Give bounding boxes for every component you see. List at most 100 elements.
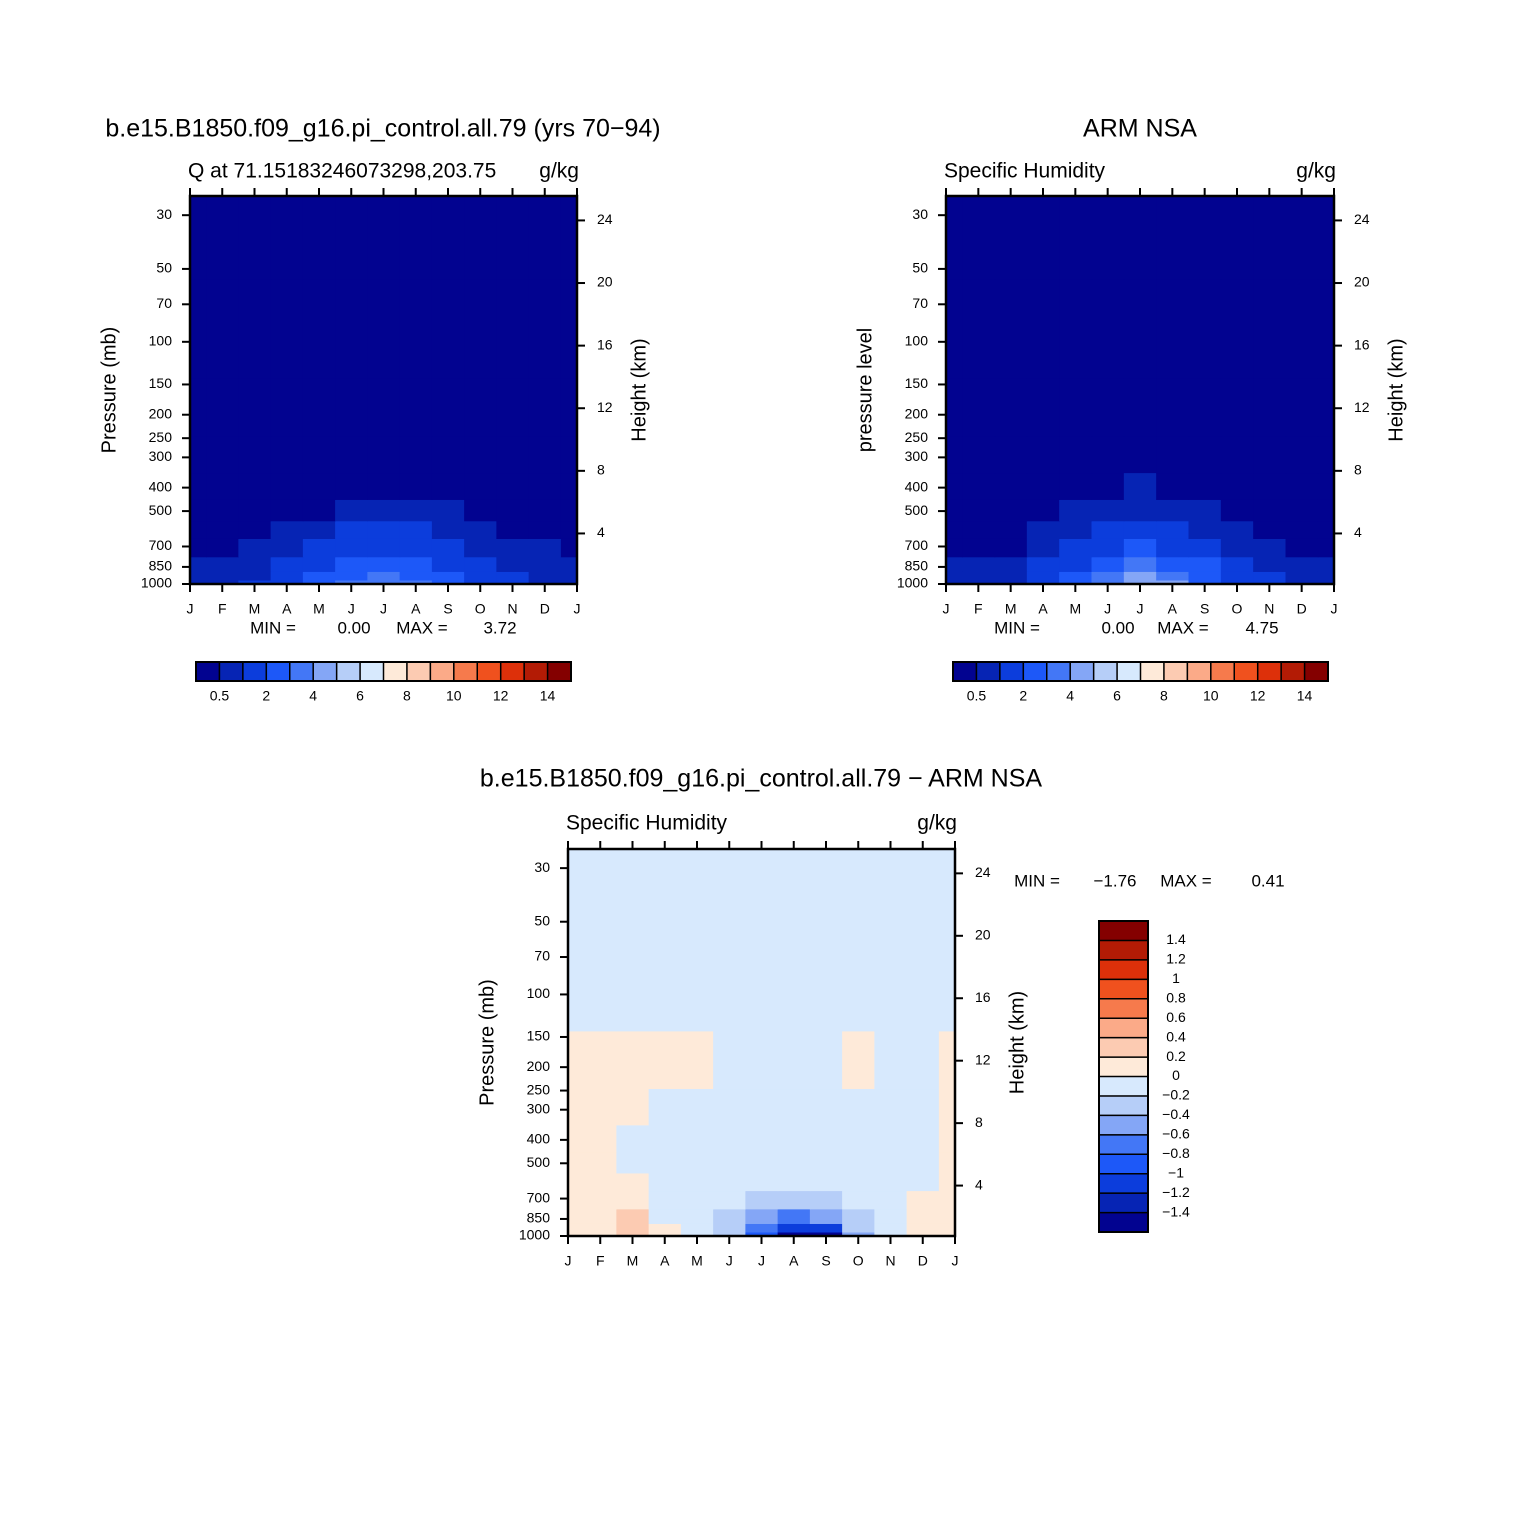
colorbar-frame: [952, 661, 1329, 682]
colorbar-box: [1210, 661, 1235, 682]
subtitle-left: Specific Humidity: [944, 160, 1106, 183]
contour-cell: [809, 1030, 843, 1090]
contour-cell: [1091, 472, 1125, 500]
colorbar-box: [1098, 1037, 1149, 1058]
contour-cell: [809, 1172, 843, 1192]
contour-cell: [528, 472, 562, 500]
colorbar-label: 0.8: [1166, 989, 1186, 1005]
contour-cell: [1317, 436, 1335, 474]
x-tick-label: S: [443, 601, 452, 617]
contour-cell: [906, 1190, 940, 1210]
contour-cell: [1188, 571, 1222, 581]
y-tick-label: 200: [905, 405, 929, 421]
y2-tick-label: 8: [597, 462, 605, 478]
contour-cell: [1220, 499, 1254, 522]
contour-cell: [496, 579, 530, 585]
contour-cell: [842, 1231, 875, 1237]
colorbar-box: [547, 661, 572, 682]
panel-title: b.e15.B1850.f09_g16.pi_control.all.79 (y…: [105, 115, 660, 143]
contour-cell: [680, 1231, 714, 1237]
contour-cell: [1059, 571, 1093, 581]
contour-cell: [1091, 499, 1125, 522]
y-axis-label: Pressure (mb): [476, 979, 498, 1106]
y-tick-label: 50: [534, 912, 550, 928]
y-tick-label: 500: [527, 1154, 551, 1170]
contour-cell: [994, 378, 1028, 437]
contour-cell: [1188, 436, 1222, 474]
contour-cell: [190, 436, 207, 474]
contour-cell: [335, 520, 368, 539]
y2-tick-label: 24: [597, 211, 613, 227]
contour-cell: [190, 571, 207, 581]
contour-cell: [946, 571, 963, 581]
contour-cell: [648, 849, 682, 932]
contour-cell: [431, 520, 465, 539]
contour-cell: [190, 579, 207, 585]
contour-cell: [777, 931, 811, 1032]
contour-cell: [994, 196, 1028, 280]
contour-cell: [1123, 571, 1157, 581]
x-tick-label: J: [952, 1253, 959, 1269]
colorbar-label: 1.2: [1166, 951, 1186, 967]
contour-cell: [1188, 556, 1222, 572]
y2-axis-label: Height (km): [628, 338, 650, 441]
colorbar-label: 12: [1250, 688, 1266, 704]
colorbar-box: [312, 661, 338, 682]
colorbar-box: [195, 661, 220, 682]
contour-cell: [238, 499, 272, 522]
contour-cell: [1188, 472, 1222, 500]
contour-cell: [1285, 579, 1319, 585]
colorbar-label: 0.4: [1166, 1028, 1186, 1044]
contour-cell: [560, 499, 578, 522]
contour-cell: [1253, 538, 1287, 558]
contour-cell: [1091, 520, 1125, 539]
y-tick-label: 300: [905, 448, 929, 464]
colorbar-box: [1098, 1076, 1149, 1097]
contour-cell: [270, 556, 304, 572]
contour-cell: [1059, 278, 1093, 379]
colorbar-box: [523, 661, 549, 682]
contour-cell: [584, 1172, 617, 1192]
colorbar-box: [1257, 661, 1282, 682]
contour-cell: [874, 1088, 908, 1126]
contour-cell: [713, 1208, 746, 1224]
contour-cell: [568, 849, 585, 932]
contour-cell: [568, 1151, 585, 1174]
contour-cell: [1123, 538, 1157, 558]
x-tick-label: D: [540, 601, 550, 617]
contour-cell: [616, 1223, 650, 1233]
colorbar-label: 1.4: [1166, 931, 1186, 947]
y2-tick-label: 20: [1354, 274, 1370, 290]
contour-cell: [777, 1124, 811, 1153]
contour-cell: [946, 196, 963, 280]
contour-cell: [399, 436, 433, 474]
contour-cell: [560, 538, 578, 558]
colorbar-label: 14: [540, 688, 556, 704]
contour-cell: [238, 436, 272, 474]
contour-cell: [1026, 579, 1060, 585]
y2-tick-label: 8: [1354, 462, 1362, 478]
colorbar-box: [1098, 939, 1149, 961]
contour-cell: [874, 849, 908, 932]
contour-cell: [560, 436, 578, 474]
colorbar-box: [336, 661, 361, 682]
contour-cell: [680, 1190, 714, 1210]
contour-cell: [1026, 278, 1060, 379]
contour-cell: [238, 571, 272, 581]
contour-cell: [568, 1208, 585, 1224]
colorbar-box: [359, 661, 384, 682]
contour-cell: [1285, 378, 1319, 437]
contour-cell: [680, 1208, 714, 1224]
contour-cell: [962, 472, 996, 500]
contour-cell: [1059, 196, 1093, 280]
contour-cell: [431, 538, 465, 558]
contour-cell: [496, 499, 530, 522]
contour-cell: [713, 1231, 746, 1237]
contour-cell: [496, 538, 530, 558]
contour-cell: [1026, 436, 1060, 474]
contour-cell: [1156, 556, 1190, 572]
contour-cell: [1285, 436, 1319, 474]
y-tick-label: 500: [905, 502, 929, 518]
contour-cell: [809, 849, 843, 932]
panel: J F M A M J J A S O N D J 30 50 70 100 150 200 250 300 400 500…: [98, 115, 660, 704]
